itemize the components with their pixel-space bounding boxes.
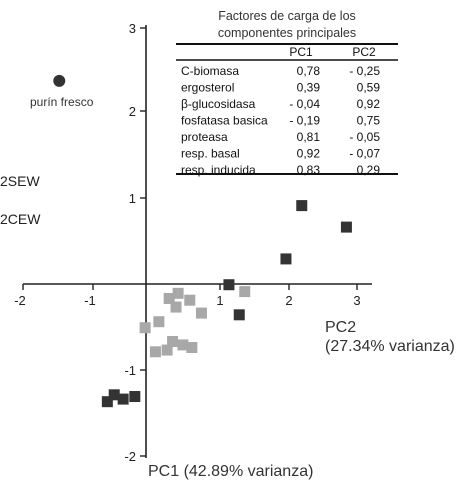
x-tick-label: -2 <box>14 293 26 308</box>
light-square-point <box>149 346 161 358</box>
table-cell-pc2: - 0,07 <box>349 147 380 161</box>
dark-square-point <box>129 391 141 403</box>
table-cell-pc2: 0,75 <box>357 114 381 128</box>
table-row-label: C-biomasa <box>181 64 239 78</box>
loadings-table: Factores de carga de los componentes pri… <box>176 9 398 177</box>
y-tick-label: 2 <box>129 104 136 119</box>
table-row-label: ergosterol <box>181 81 234 95</box>
light-square-point <box>184 294 196 306</box>
annotation-purin-fresco: purín fresco <box>30 95 94 109</box>
light-square-point <box>170 301 182 313</box>
table-cell-pc2: - 0,25 <box>349 64 380 78</box>
table-cell-pc1: - 0,19 <box>289 114 320 128</box>
light-square-point <box>139 322 151 334</box>
dark-square-point <box>101 396 113 408</box>
table-cell-pc1: 0,81 <box>297 130 321 144</box>
table-cell-pc1: - 0,04 <box>289 97 320 111</box>
table-title-line1: Factores de carga de los <box>218 9 356 23</box>
table-cell-pc2: - 0,05 <box>349 130 380 144</box>
light-square-point <box>153 316 165 328</box>
dark-square-point <box>280 253 292 265</box>
table-header-pc1: PC1 <box>289 45 313 59</box>
x-tick-marks <box>22 284 358 290</box>
table-row-label: proteasa <box>181 130 228 144</box>
table-cell-pc1: 0,92 <box>297 147 321 161</box>
dark-square-point <box>108 389 120 401</box>
dark-square-point <box>117 393 129 405</box>
light-square-point <box>161 344 173 356</box>
x-axis-title: PC1 (42.89% varianza) <box>148 463 313 480</box>
side-label-2cew: 2CEW <box>0 211 41 227</box>
dark-square-point <box>233 309 245 321</box>
table-cell-pc1: 0,78 <box>297 64 321 78</box>
table-row-label: β-glucosidasa <box>181 97 256 111</box>
table-header-pc2: PC2 <box>352 45 376 59</box>
dark-square-point <box>223 279 235 291</box>
x-tick-label: 1 <box>216 293 223 308</box>
y-tick-label: 1 <box>129 191 136 206</box>
table-row-label: fosfatasa basica <box>181 114 268 128</box>
light-square-point <box>167 335 179 347</box>
light-square-point <box>186 342 198 353</box>
y-tick-label: -2 <box>124 449 136 464</box>
dark-square-point <box>296 200 308 212</box>
light-square-point <box>239 286 251 298</box>
table-title-line2: componentes principales <box>218 26 356 40</box>
table-cell-pc2: 0,59 <box>357 81 381 95</box>
light-square-point <box>177 339 189 351</box>
circle-point <box>53 74 66 87</box>
x-tick-label: 2 <box>285 293 292 308</box>
table-cell-pc2: 0,92 <box>357 97 381 111</box>
y-axis-title-line1: PC2 <box>325 319 356 336</box>
light-square-point <box>195 307 207 319</box>
x-tick-label: -1 <box>84 293 96 308</box>
side-label-2sew: 2SEW <box>0 173 40 189</box>
light-square-point <box>172 287 184 299</box>
y-tick-label: -1 <box>124 363 136 378</box>
table-cell-pc1: 0,39 <box>297 81 321 95</box>
x-tick-label: 3 <box>353 293 360 308</box>
y-axis-title-line2: (27.34% varianza) <box>325 338 455 355</box>
dark-square-point <box>340 221 352 233</box>
light-square-point <box>163 292 175 304</box>
y-tick-marks <box>140 27 146 457</box>
y-tick-label: 3 <box>129 21 136 36</box>
table-row-label: resp. basal <box>181 147 240 161</box>
